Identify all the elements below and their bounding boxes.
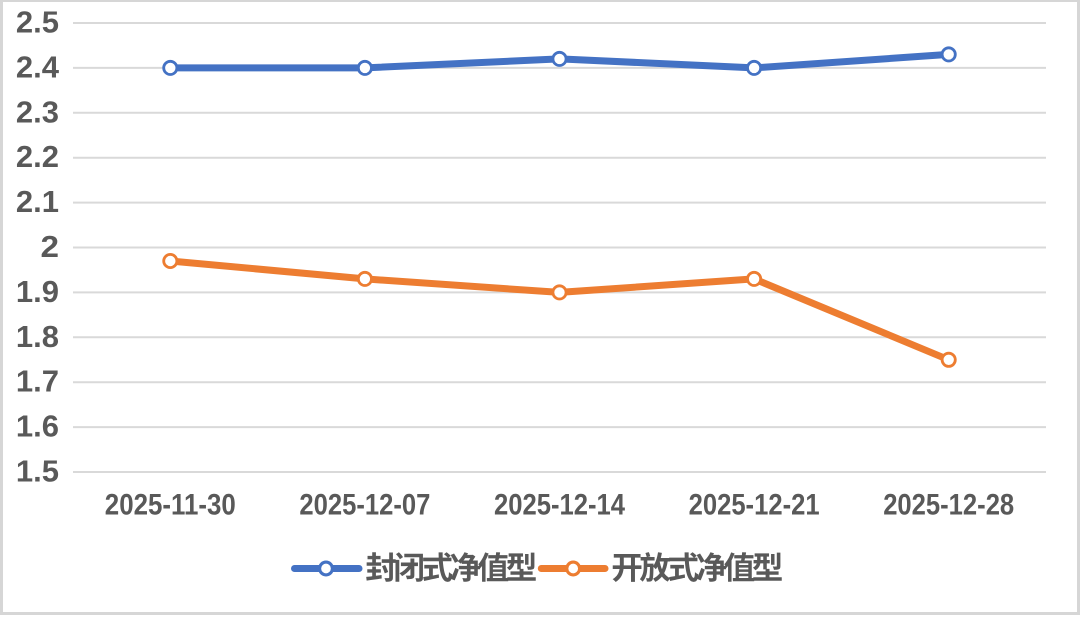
svg-text:1.6: 1.6	[16, 409, 59, 444]
svg-text:2025-12-21: 2025-12-21	[689, 489, 820, 522]
svg-text:2025-12-14: 2025-12-14	[494, 489, 625, 522]
svg-text:2.1: 2.1	[16, 184, 59, 219]
svg-text:2.5: 2.5	[16, 5, 59, 40]
svg-text:2025-12-07: 2025-12-07	[299, 489, 430, 522]
svg-text:2025-11-30: 2025-11-30	[105, 489, 236, 522]
svg-text:1.9: 1.9	[16, 274, 59, 309]
svg-text:2025-12-28: 2025-12-28	[883, 489, 1014, 522]
svg-text:1.5: 1.5	[16, 454, 59, 489]
svg-text:2: 2	[41, 229, 60, 264]
svg-text:2.3: 2.3	[16, 94, 59, 129]
svg-text:2.2: 2.2	[16, 139, 59, 174]
svg-text:1.7: 1.7	[16, 364, 59, 399]
svg-text:1.8: 1.8	[16, 319, 59, 354]
svg-text:2.4: 2.4	[16, 49, 60, 84]
